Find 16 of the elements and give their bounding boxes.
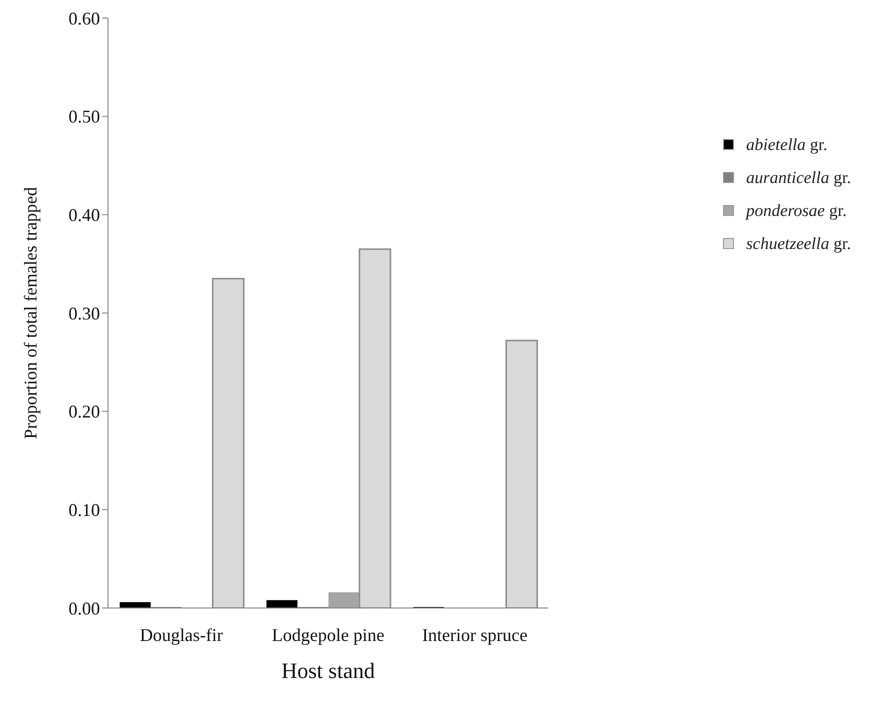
y-tick-label: 0.30 xyxy=(68,303,100,324)
x-tick-label: Lodgepole pine xyxy=(272,624,384,645)
y-tick-label: 0.60 xyxy=(68,8,100,28)
x-axis-title: Host stand xyxy=(281,658,375,683)
x-tick-label: Douglas-fir xyxy=(140,624,223,645)
y-axis-title: Proportion of total females trapped xyxy=(20,187,40,439)
y-tick-label: 0.00 xyxy=(68,598,100,618)
legend-label: abietella gr. xyxy=(746,134,828,154)
y-tick-label: 0.10 xyxy=(68,500,100,520)
y-tick-label: 0.40 xyxy=(68,205,100,226)
legend-label: ponderosae gr. xyxy=(746,200,847,220)
legend-label: auranticella gr. xyxy=(746,168,851,188)
y-tick-label: 0.20 xyxy=(68,402,100,422)
x-tick-label: Interior spruce xyxy=(422,624,528,645)
legend-label: schuetzeella gr. xyxy=(746,234,851,254)
y-tick-label: 0.50 xyxy=(68,106,100,127)
